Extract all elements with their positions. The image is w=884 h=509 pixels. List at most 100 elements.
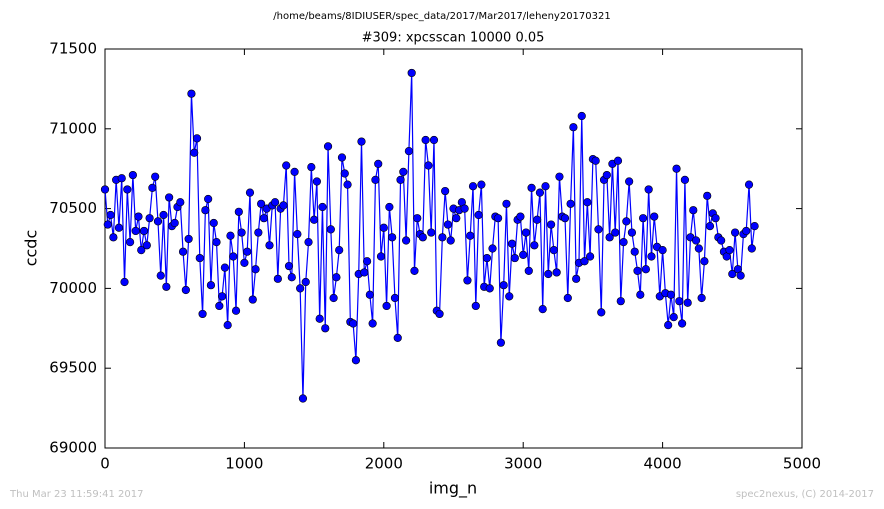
data-point bbox=[106, 210, 115, 220]
data-point bbox=[206, 281, 216, 290]
y-tick-label: 71000 bbox=[49, 119, 97, 137]
data-point bbox=[204, 194, 213, 204]
data-point bbox=[100, 185, 110, 194]
y-tick-label: 69000 bbox=[49, 439, 97, 457]
data-point bbox=[201, 206, 210, 215]
data-point bbox=[747, 244, 756, 253]
data-point bbox=[178, 247, 188, 256]
data-point bbox=[337, 153, 347, 162]
data-point bbox=[583, 198, 592, 207]
data-point bbox=[103, 220, 112, 229]
suptitle: /home/beams/8IDIUSER/spec_data/2017/Mar2… bbox=[273, 11, 610, 22]
data-point bbox=[683, 298, 692, 307]
data-point bbox=[611, 228, 620, 237]
data-point bbox=[293, 230, 302, 239]
data-point bbox=[240, 258, 249, 267]
data-point bbox=[142, 241, 151, 250]
data-point bbox=[435, 309, 444, 319]
data-point bbox=[750, 222, 759, 231]
data-point bbox=[273, 274, 282, 283]
data-point bbox=[555, 172, 564, 181]
data-point bbox=[298, 394, 308, 403]
data-point bbox=[151, 172, 160, 181]
data-point bbox=[254, 228, 263, 237]
data-point bbox=[198, 309, 207, 319]
data-point bbox=[711, 214, 720, 223]
data-point bbox=[452, 214, 461, 223]
data-point bbox=[524, 266, 533, 275]
data-point bbox=[538, 305, 547, 314]
data-point bbox=[376, 252, 386, 261]
x-tick-label: 4000 bbox=[644, 455, 682, 473]
data-point bbox=[591, 156, 600, 165]
data-point bbox=[505, 292, 514, 301]
y-tick-label: 69500 bbox=[49, 359, 97, 377]
data-point bbox=[287, 273, 296, 282]
data-point bbox=[312, 177, 321, 186]
data-point bbox=[220, 263, 229, 272]
data-point bbox=[502, 199, 511, 208]
data-point bbox=[365, 290, 374, 299]
data-point bbox=[357, 137, 366, 146]
data-point bbox=[390, 293, 400, 303]
data-point bbox=[379, 223, 388, 232]
data-point bbox=[619, 238, 628, 247]
footer-left: Thu Mar 23 11:59:41 2017 bbox=[9, 489, 143, 500]
x-axis-label: img_n bbox=[429, 479, 477, 499]
data-point bbox=[427, 228, 436, 237]
data-point bbox=[237, 228, 246, 237]
data-point bbox=[407, 68, 416, 78]
data-point bbox=[742, 226, 751, 236]
data-point bbox=[717, 236, 726, 245]
data-point bbox=[349, 319, 358, 328]
data-point bbox=[488, 244, 497, 253]
data-point bbox=[231, 306, 241, 315]
data-point bbox=[257, 199, 266, 208]
data-point bbox=[131, 226, 140, 236]
data-point bbox=[251, 265, 260, 274]
data-point bbox=[586, 252, 595, 261]
data-point bbox=[549, 245, 558, 255]
data-point bbox=[569, 123, 578, 132]
data-point bbox=[323, 142, 333, 151]
data-point bbox=[318, 202, 327, 212]
data-point bbox=[468, 182, 478, 191]
data-point bbox=[602, 170, 611, 180]
data-point bbox=[284, 261, 294, 271]
y-tick-label: 71500 bbox=[49, 40, 97, 58]
data-point bbox=[521, 228, 531, 237]
data-point bbox=[215, 301, 224, 311]
data-point bbox=[109, 233, 118, 242]
data-point bbox=[597, 308, 606, 317]
data-point bbox=[443, 220, 453, 229]
data-point bbox=[658, 245, 667, 255]
data-point bbox=[552, 268, 561, 277]
data-point bbox=[335, 245, 344, 255]
data-point bbox=[678, 319, 687, 328]
data-point bbox=[307, 163, 316, 172]
data-point bbox=[117, 174, 126, 183]
data-point bbox=[563, 293, 572, 303]
data-point bbox=[148, 183, 157, 192]
data-point bbox=[265, 241, 274, 250]
data-point bbox=[633, 266, 642, 275]
data-point bbox=[530, 241, 539, 250]
data-point bbox=[672, 164, 681, 173]
data-point bbox=[594, 225, 603, 234]
data-point bbox=[499, 281, 508, 290]
data-point bbox=[290, 167, 299, 176]
data-point bbox=[689, 206, 698, 215]
data-point bbox=[296, 284, 305, 293]
data-point bbox=[304, 238, 313, 247]
data-point bbox=[170, 218, 179, 228]
data-point bbox=[371, 175, 380, 184]
data-point bbox=[243, 247, 252, 256]
data-point bbox=[429, 135, 439, 145]
chart-title: #309: xpcsscan 10000 0.05 bbox=[362, 31, 545, 46]
data-point bbox=[332, 273, 341, 282]
data-point bbox=[703, 191, 712, 200]
data-point bbox=[145, 214, 154, 223]
data-point bbox=[636, 290, 645, 299]
data-point bbox=[533, 215, 542, 224]
data-point bbox=[694, 244, 703, 253]
